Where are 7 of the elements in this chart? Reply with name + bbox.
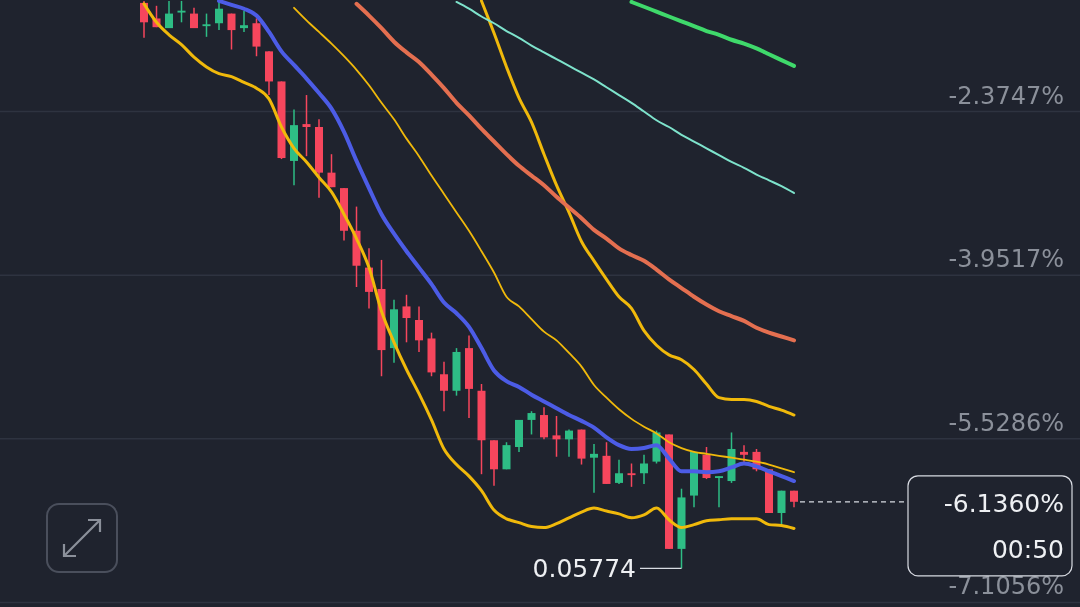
- ref-line-label: -6.1360%: [943, 488, 1064, 518]
- y-tick-label: -2.3747%: [948, 81, 1064, 110]
- text: 00:50: [991, 534, 1064, 564]
- y-tick-label: -7.1056%: [948, 572, 1064, 601]
- annotation: 0.05774: [532, 554, 636, 584]
- y-tick-label: -3.9517%: [948, 245, 1064, 274]
- y-tick-label: -5.5286%: [948, 408, 1064, 437]
